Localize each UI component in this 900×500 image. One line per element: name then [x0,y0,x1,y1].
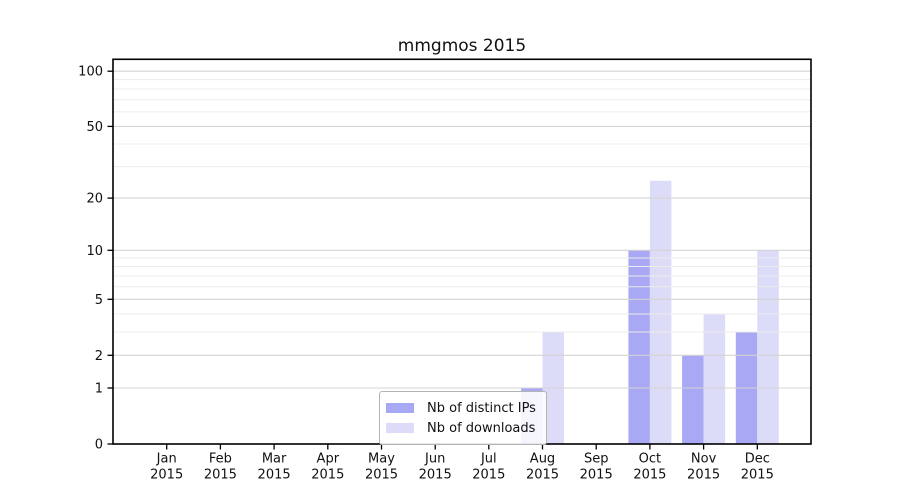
bar-nov-downloads [703,314,726,444]
y-tick-label-5: 5 [95,293,103,308]
x-tick-label-aug: Aug 2015 [526,452,559,483]
legend-label-distinct-ips: Nb of distinct IPs [427,400,536,416]
legend-swatch-downloads [386,423,414,433]
bar-nov-distinct-ips [682,355,704,444]
legend-item-distinct-ips: Nb of distinct IPs [386,398,536,418]
x-tick-label-dec: Dec 2015 [741,452,774,483]
legend-swatch-distinct-ips [386,403,414,413]
bar-dec-downloads [757,250,779,444]
x-tick-label-jan: Jan 2015 [150,452,183,483]
x-tick-label-sep: Sep 2015 [580,452,613,483]
x-tick-label-apr: Apr 2015 [311,452,344,483]
x-tick-label-nov: Nov 2015 [687,452,720,483]
y-tick-label-10: 10 [86,244,103,259]
x-tick-label-jul: Jul 2015 [472,452,505,483]
x-tick-label-may: May 2015 [365,452,398,483]
x-tick-label-jun: Jun 2015 [419,452,452,483]
y-tick-label-50: 50 [86,120,103,135]
y-tick-label-2: 2 [95,349,103,364]
legend: Nb of distinct IPs Nb of downloads [379,391,547,445]
y-tick-label-0: 0 [95,438,103,453]
legend-label-downloads: Nb of downloads [427,420,536,436]
bar-oct-distinct-ips [628,250,650,444]
y-tick-label-1: 1 [95,382,103,397]
x-tick-label-feb: Feb 2015 [204,452,237,483]
x-tick-label-oct: Oct 2015 [633,452,666,483]
chart-title: mmgmos 2015 [397,36,527,56]
x-tick-label-mar: Mar 2015 [258,452,291,483]
legend-item-downloads: Nb of downloads [386,418,536,438]
y-tick-label-100: 100 [78,65,103,80]
bar-oct-downloads [649,180,672,445]
y-tick-label-20: 20 [86,192,103,207]
